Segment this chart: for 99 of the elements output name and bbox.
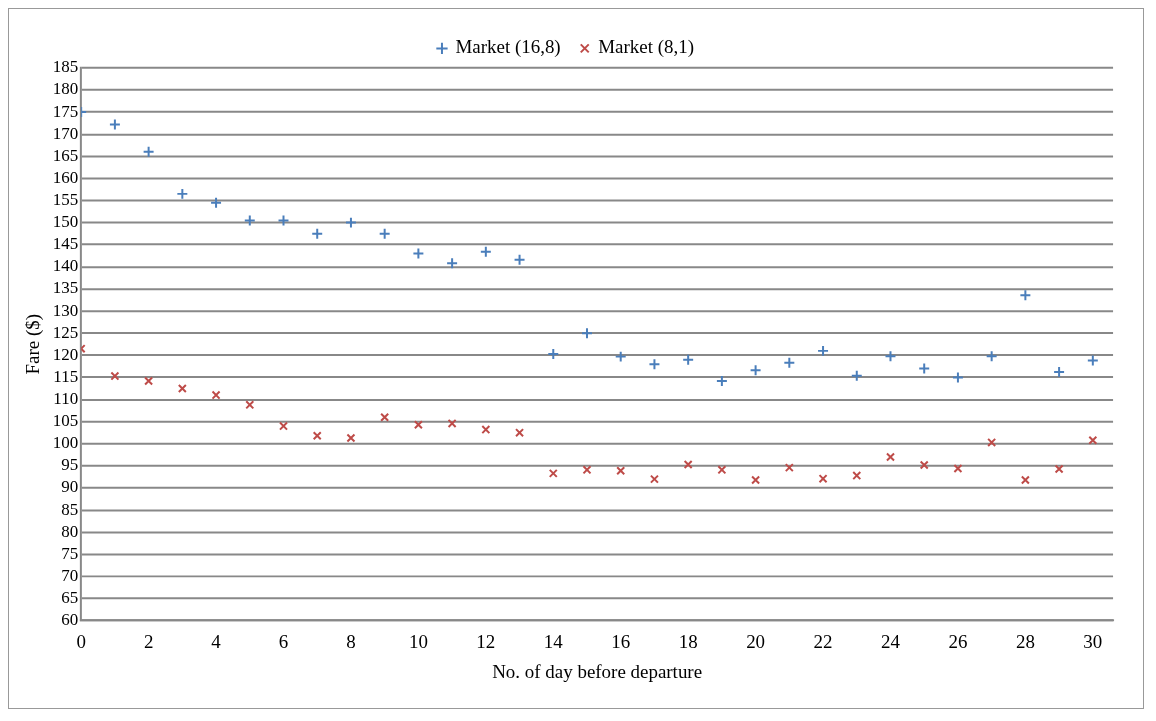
point xyxy=(1020,475,1030,485)
y-tick-label: 115 xyxy=(53,366,79,386)
point xyxy=(479,245,492,258)
y-axis-title: Fare ($) xyxy=(22,314,45,375)
y-tick-label: 90 xyxy=(61,477,79,497)
point xyxy=(1019,289,1032,302)
point xyxy=(413,420,423,430)
point xyxy=(243,214,256,227)
point xyxy=(142,145,155,158)
point xyxy=(682,353,695,366)
y-tick-label: 135 xyxy=(52,278,79,298)
legend-label: Market (8,1) xyxy=(598,36,694,59)
point xyxy=(1086,354,1099,367)
point xyxy=(278,421,289,431)
y-tick-label: 130 xyxy=(52,300,79,320)
x-tick-label: 2 xyxy=(143,630,154,652)
y-tick-label: 60 xyxy=(61,610,79,630)
y-tick-label: 100 xyxy=(52,433,79,453)
point xyxy=(144,376,154,386)
point xyxy=(751,475,761,485)
point xyxy=(447,418,457,428)
point xyxy=(177,383,187,393)
y-tick-label: 140 xyxy=(52,256,79,276)
point xyxy=(985,350,998,363)
y-tick-label: 70 xyxy=(61,565,79,585)
point xyxy=(346,433,356,443)
x-tick-label: 24 xyxy=(881,630,901,652)
y-tick-label: 175 xyxy=(52,101,79,121)
x-tick-label: 12 xyxy=(476,630,496,652)
x-tick-label: 4 xyxy=(211,630,222,652)
x-tick-label: 0 xyxy=(76,630,86,652)
point xyxy=(616,466,626,476)
point xyxy=(515,428,525,438)
point xyxy=(717,465,727,475)
x-tick-label: 16 xyxy=(611,630,631,652)
point xyxy=(446,257,459,270)
point xyxy=(749,364,762,377)
y-tick-label: 125 xyxy=(52,322,79,342)
y-tick-label: 105 xyxy=(52,411,79,431)
point xyxy=(683,460,693,470)
point xyxy=(885,452,896,462)
point xyxy=(649,474,659,484)
point xyxy=(210,196,223,209)
y-tick-label: 150 xyxy=(52,212,79,232)
point xyxy=(513,253,526,266)
y-tick-label: 75 xyxy=(61,543,79,563)
y-tick-label: 110 xyxy=(53,388,79,408)
y-tick-label: 80 xyxy=(61,521,79,541)
point xyxy=(108,118,121,131)
point xyxy=(110,371,120,381)
y-tick-label: 145 xyxy=(52,234,79,254)
y-tick-label: 170 xyxy=(52,123,79,143)
point xyxy=(884,350,897,363)
point xyxy=(953,463,963,474)
y-tick-label: 185 xyxy=(52,57,79,77)
point xyxy=(784,463,794,473)
point xyxy=(378,227,391,240)
y-tick-label: 85 xyxy=(61,499,79,519)
y-tick-label: 160 xyxy=(52,167,79,187)
x-tick-label: 8 xyxy=(346,630,356,652)
legend-label: Market (16,8) xyxy=(455,36,561,59)
y-tick-label: 155 xyxy=(52,189,79,209)
point xyxy=(581,327,593,340)
point xyxy=(918,362,931,375)
x-tick-label: 6 xyxy=(278,630,289,652)
point xyxy=(245,400,255,410)
point xyxy=(582,465,592,475)
point xyxy=(277,214,290,227)
point xyxy=(614,350,627,363)
point xyxy=(818,474,828,484)
y-tick-label: 95 xyxy=(61,455,79,475)
point xyxy=(380,412,390,422)
point xyxy=(481,425,491,435)
point xyxy=(312,431,322,441)
point xyxy=(1054,464,1064,474)
y-tick-label: 65 xyxy=(61,588,79,607)
x-tick-label: 28 xyxy=(1015,630,1035,652)
point xyxy=(852,471,862,481)
point xyxy=(1088,435,1098,445)
x-tick-label: 30 xyxy=(1083,630,1103,652)
point xyxy=(648,358,661,371)
y-tick-label: 165 xyxy=(52,145,79,165)
x-tick-label: 20 xyxy=(746,630,766,652)
x-tick-label: 22 xyxy=(813,630,833,652)
point xyxy=(987,437,997,447)
y-tick-label: 120 xyxy=(52,344,79,364)
point xyxy=(850,369,863,382)
point xyxy=(311,227,324,240)
x-tick-label: 26 xyxy=(948,630,968,652)
x-tick-label: 18 xyxy=(678,630,698,652)
point xyxy=(211,390,221,400)
y-tick-label: 180 xyxy=(52,79,79,99)
point xyxy=(412,247,425,260)
x-tick-label: 10 xyxy=(408,630,428,652)
point xyxy=(919,460,929,470)
x-axis-title: No. of day before departure xyxy=(492,660,703,682)
point xyxy=(783,356,796,369)
x-tick-label: 14 xyxy=(543,630,564,652)
point xyxy=(548,468,558,478)
